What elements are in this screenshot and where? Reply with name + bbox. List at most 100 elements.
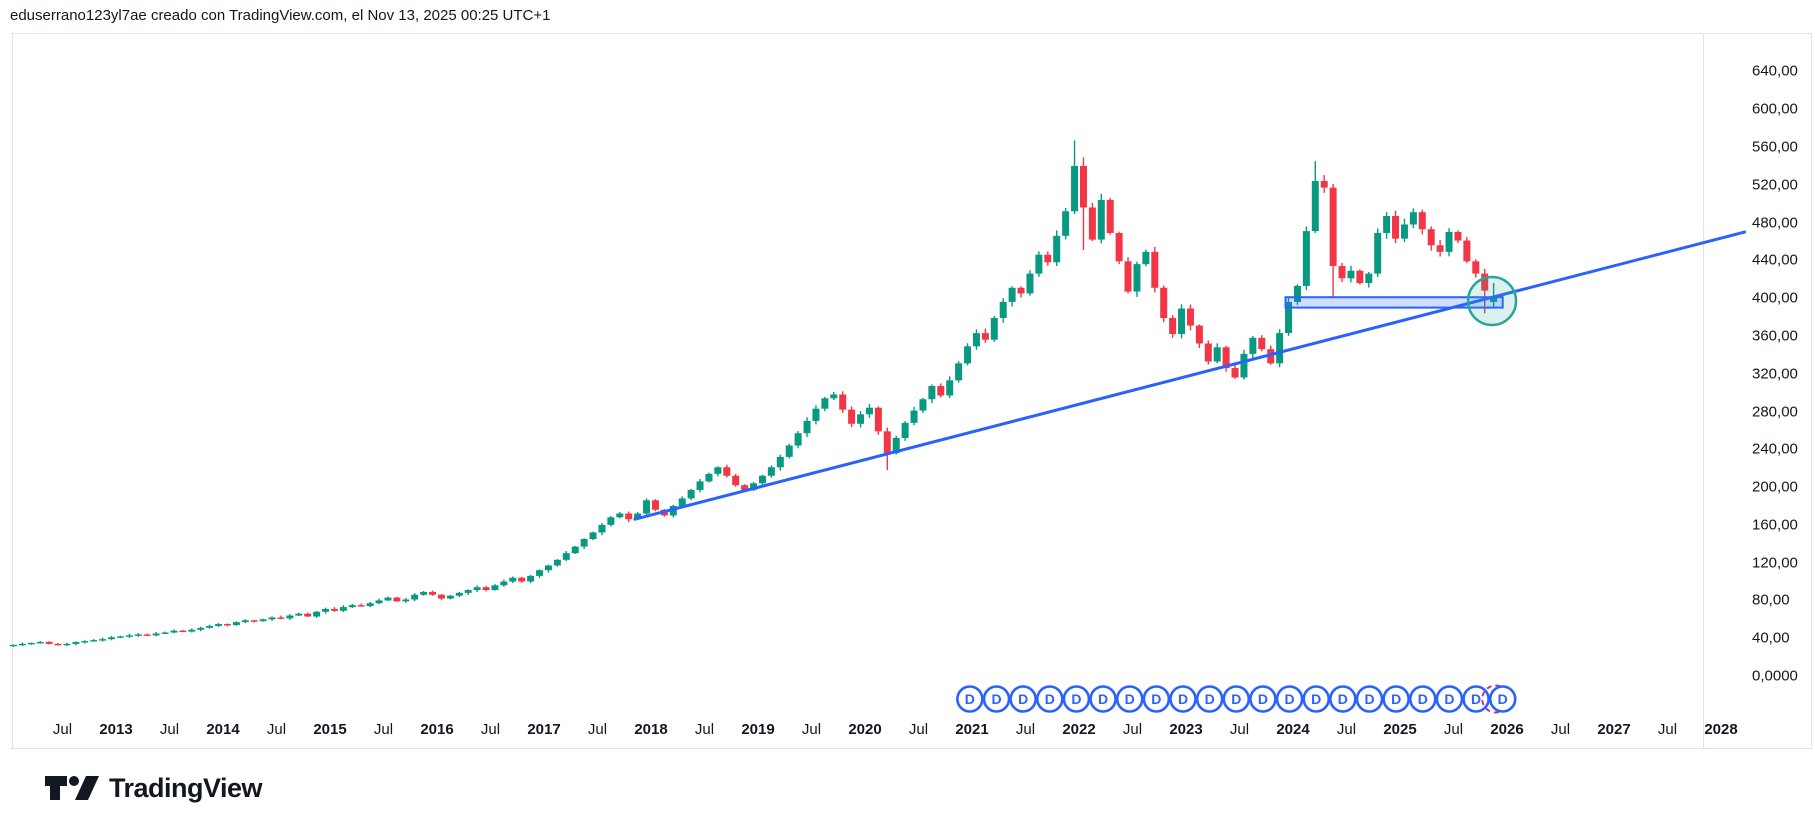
candle-body — [393, 597, 401, 602]
candle — [598, 522, 606, 536]
candle-body — [161, 632, 169, 634]
dividend-marker[interactable]: D — [982, 685, 1011, 713]
support-rectangle-drawing[interactable] — [1284, 296, 1504, 309]
candle-body — [1267, 349, 1275, 364]
candle-body — [232, 622, 240, 625]
candle — [54, 642, 62, 646]
candle — [322, 607, 330, 614]
candle-body — [758, 475, 766, 484]
candle-body — [857, 414, 865, 424]
candle — [776, 454, 784, 471]
dividend-marker[interactable]: D — [1062, 685, 1091, 713]
candle-body — [687, 489, 695, 499]
candle — [482, 585, 490, 592]
dividend-marker[interactable]: D — [1115, 685, 1144, 713]
candle-body — [473, 587, 481, 591]
dividend-marker[interactable]: D — [1355, 685, 1384, 713]
candle-body — [883, 431, 891, 454]
candle-body — [1151, 251, 1159, 288]
candle-body — [215, 624, 223, 626]
candle — [1088, 202, 1096, 242]
dividend-letter: D — [1125, 691, 1135, 707]
candle-body — [946, 380, 954, 396]
dividend-marker[interactable]: D — [1488, 685, 1517, 713]
time-axis-year-label: 2015 — [313, 721, 347, 738]
candle — [500, 579, 508, 587]
dividend-marker[interactable]: D — [1382, 685, 1410, 713]
dividend-marker[interactable]: D — [1142, 685, 1171, 713]
highlight-circle-drawing[interactable] — [1466, 275, 1518, 327]
candle — [865, 403, 873, 418]
candle-body — [1481, 273, 1489, 291]
dividend-marker[interactable]: D — [1435, 685, 1464, 713]
candle — [1240, 349, 1248, 380]
dividend-marker[interactable]: D — [1035, 685, 1064, 713]
candle — [1249, 335, 1257, 358]
candle-body — [643, 500, 651, 514]
candle-body — [1338, 266, 1346, 279]
dividend-marker[interactable]: D — [1329, 685, 1357, 713]
candle-body — [865, 407, 873, 415]
candle — [36, 640, 44, 644]
dividend-marker[interactable]: D — [1408, 685, 1437, 713]
candle-body — [1106, 199, 1114, 233]
dividend-marker[interactable]: D — [1275, 685, 1304, 713]
dividend-marker[interactable]: D — [1222, 685, 1251, 713]
candle — [134, 633, 142, 637]
candle — [1472, 259, 1480, 278]
dividend-circle — [1009, 685, 1037, 713]
candle-body — [1017, 287, 1025, 294]
candle — [1329, 183, 1337, 298]
candle — [206, 624, 214, 629]
candle-body — [1356, 270, 1364, 284]
dividend-marker[interactable]: D — [1249, 685, 1277, 713]
candle — [1320, 175, 1328, 193]
dividend-marker[interactable]: D — [1009, 685, 1037, 713]
candle-body — [1258, 337, 1266, 350]
candle-body — [223, 624, 231, 626]
tradingview-logo[interactable]: TradingView — [44, 772, 263, 804]
candle-body — [919, 399, 927, 411]
candle — [143, 633, 151, 637]
candle-body — [1276, 333, 1284, 364]
dividend-marker[interactable]: D — [956, 685, 984, 713]
dividend-letter: D — [1285, 691, 1295, 707]
candle — [1338, 262, 1346, 283]
candle-body — [357, 605, 365, 607]
dividend-letter: D — [991, 691, 1001, 707]
time-axis-month-label: Jul — [1443, 721, 1464, 738]
candle-body — [972, 333, 980, 347]
candle — [125, 633, 133, 638]
candle-body — [286, 615, 294, 619]
candle — [152, 631, 160, 637]
time-axis-month-label: Jul — [373, 721, 394, 738]
candle — [1186, 304, 1194, 331]
dividend-marker[interactable]: D — [1169, 685, 1197, 713]
dividend-marker[interactable]: D — [1302, 685, 1331, 713]
dividend-marker[interactable]: D — [1089, 685, 1117, 713]
dividend-letter: D — [1444, 691, 1454, 707]
time-axis-year-label: 2027 — [1597, 721, 1631, 738]
trendline-drawing[interactable] — [633, 230, 1747, 521]
candle — [589, 531, 597, 541]
candle — [1427, 226, 1435, 251]
candle — [999, 298, 1007, 323]
candle — [1481, 268, 1489, 314]
candle — [1133, 261, 1141, 297]
candle-body — [1454, 232, 1462, 241]
candle-body — [1445, 232, 1453, 252]
candle-body — [375, 600, 383, 604]
time-axis-month-label: Jul — [159, 721, 180, 738]
candle — [910, 406, 918, 426]
candle — [767, 465, 775, 478]
candle-body — [72, 641, 80, 644]
dividend-marker[interactable]: D — [1195, 685, 1224, 713]
candle-body — [616, 513, 624, 518]
candle-body — [1347, 270, 1355, 279]
candle — [223, 623, 231, 627]
candle-body — [1293, 285, 1301, 302]
candle — [1008, 286, 1016, 307]
dividend-marker[interactable]: D — [1462, 685, 1490, 713]
candle-body — [812, 408, 820, 421]
candle-body — [553, 559, 561, 566]
